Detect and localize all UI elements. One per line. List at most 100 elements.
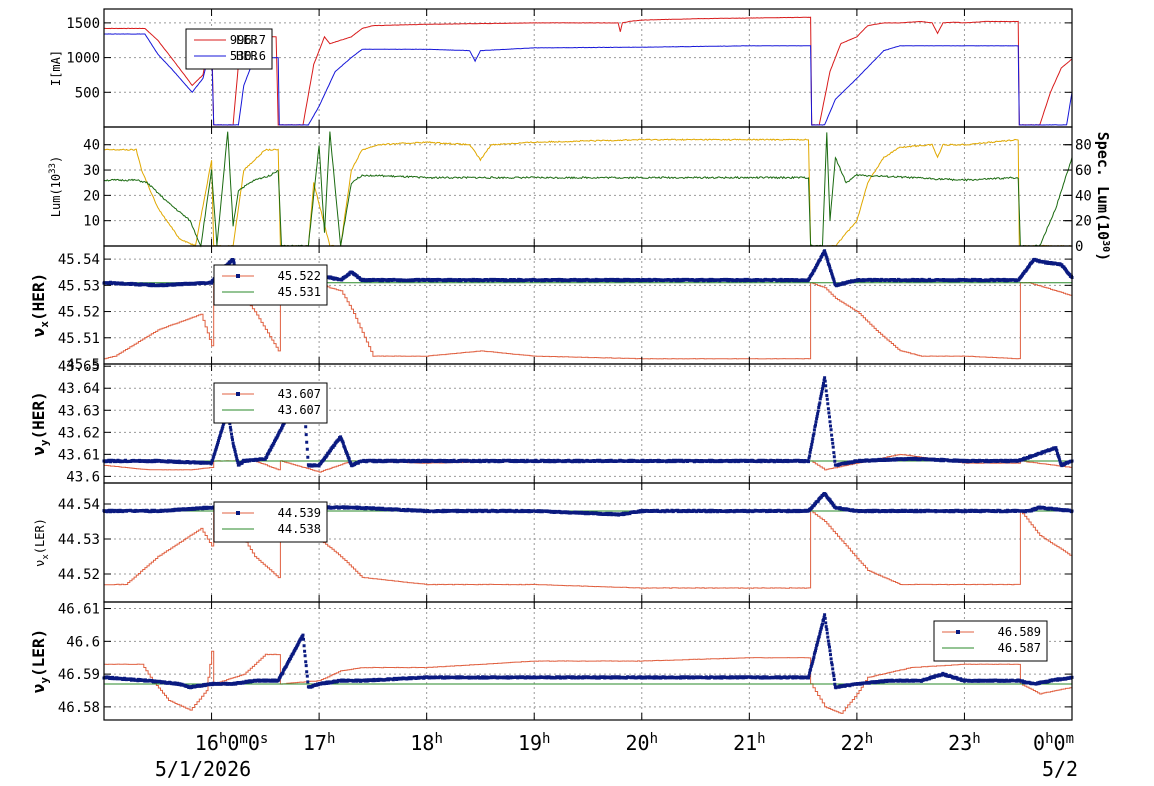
- legend-label: LER: [236, 33, 258, 47]
- x-tick-label-unit: h: [542, 731, 550, 747]
- y-axis-label: νy(LER): [29, 629, 51, 693]
- legend-value: 43.607: [278, 403, 321, 417]
- y-tick-label: 43.65: [58, 359, 100, 375]
- y-axis-label-symbol: ν: [33, 560, 47, 567]
- setpoint-line: [104, 650, 1073, 714]
- y-tick-label: 40: [83, 138, 100, 154]
- y2-axis-label: Spec. Lum(1030): [1094, 132, 1112, 261]
- x-tick-label-number: 0: [227, 731, 239, 755]
- setpoint-line: [104, 454, 1073, 473]
- y-tick-label: 45.54: [58, 252, 100, 268]
- x-tick-label-unit: m: [239, 731, 247, 747]
- y-tick-label: 500: [75, 85, 100, 101]
- y-axis-label: I[mA]: [49, 50, 63, 86]
- legend-box: [185, 28, 273, 70]
- y-tick-label: 20: [83, 188, 100, 204]
- x-tick-label-number: 19: [518, 731, 542, 755]
- x-tick-label-unit: h: [865, 731, 873, 747]
- legend-value: 530.6: [230, 49, 266, 63]
- y-tick-label: 46.6: [66, 634, 100, 650]
- x-tick-label-number: 18: [410, 731, 434, 755]
- legend: 45.522 45.531: [213, 264, 328, 306]
- legend-box: [933, 620, 1048, 662]
- y-axis-label-subscript: y: [38, 677, 51, 684]
- y2-axis-label-close: ): [1094, 252, 1112, 261]
- y2-tick-label: 60: [1075, 163, 1092, 179]
- x-tick-label-number: 16: [195, 731, 219, 755]
- y-tick-label: 1500: [66, 16, 100, 32]
- legend-marker: [956, 630, 960, 634]
- y-tick-label: 44.53: [58, 532, 100, 548]
- y-axis-label-symbol: ν: [29, 446, 48, 456]
- x-tick-label-number: 23: [948, 731, 972, 755]
- series-line-spec-lum: [103, 138, 1072, 247]
- y-tick-label: 44.52: [58, 567, 100, 583]
- y-tick-label: 44.54: [58, 497, 100, 513]
- x-tick-label: 21h: [733, 731, 766, 755]
- y-axis-label-close: ): [49, 156, 63, 163]
- y-tick-label: 43.64: [58, 381, 100, 397]
- legend-box: [213, 501, 328, 543]
- y-tick-label: 43.63: [58, 403, 100, 419]
- legend: 46.589 46.587: [933, 620, 1048, 662]
- y-axis-label-subscript: x: [38, 321, 51, 328]
- panel-frames: [103, 8, 1073, 721]
- measured-points: [102, 249, 1074, 288]
- y-tick-label: 30: [83, 163, 100, 179]
- y-tick-label: 43.62: [58, 425, 100, 441]
- x-tick-label-number: 0: [1033, 731, 1045, 755]
- y-tick-label: 1000: [66, 51, 100, 67]
- y-axis-label-symbol: ν: [29, 684, 48, 694]
- x-tick-label-number: 22: [841, 731, 865, 755]
- x-tick-label: 23h: [948, 731, 981, 755]
- y-tick-label: 43.6: [66, 469, 100, 485]
- x-tick-label-unit: h: [219, 731, 227, 747]
- legend-value: 45.522: [278, 269, 321, 283]
- axes-layer: 500 1000 1500 I[mA] 10 20 30 40 Lum(1033) 0 20 40 60…: [29, 9, 1112, 755]
- legend-value: 44.539: [278, 506, 321, 520]
- x-tick-label: 0h0m: [1033, 731, 1074, 755]
- y-axis-label-subscript: x: [41, 554, 51, 560]
- x-tick-label: 16h0m0s: [195, 731, 268, 755]
- legend-marker: [236, 274, 240, 278]
- legend-box: [213, 382, 328, 424]
- y-axis-label-base: Lum(10: [49, 174, 63, 217]
- y2-tick-label: 40: [1075, 188, 1092, 204]
- x-tick-label-number: 0: [248, 731, 260, 755]
- setpoint-line: [104, 506, 1073, 589]
- legend-value: 44.538: [278, 522, 321, 536]
- x-tick-label: 22h: [841, 731, 874, 755]
- measured-points: [102, 376, 1074, 468]
- legend-marker: [236, 511, 240, 515]
- legend-value: 43.607: [278, 387, 321, 401]
- y-tick-label: 45.51: [58, 331, 100, 347]
- y-tick-label: 45.5: [66, 357, 100, 373]
- y-tick-label: 45.53: [58, 278, 100, 294]
- date-left-label: 5/1/2026: [155, 757, 251, 781]
- x-tick-label: 17h: [303, 731, 336, 755]
- x-tick-label-unit: h: [434, 731, 442, 747]
- legend-marker: [236, 392, 240, 396]
- x-tick-label-unit: m: [1066, 731, 1074, 747]
- x-tick-label-unit: h: [757, 731, 765, 747]
- legend-value: 46.587: [998, 641, 1041, 655]
- y-axis-label-ring: (LER): [33, 518, 47, 554]
- y2-axis-label-base: Spec. Lum(10: [1094, 132, 1112, 240]
- data-layer: [102, 16, 1074, 714]
- y-axis-label-ring: (LER): [29, 629, 48, 677]
- legend-value: 46.589: [998, 625, 1041, 639]
- y-axis-label-exponent: 33: [48, 163, 58, 174]
- legend: 43.607 43.607: [213, 382, 328, 424]
- y-axis-label-symbol: ν: [29, 328, 48, 338]
- y-axis-label-ring: (HER): [29, 273, 48, 321]
- y-axis-label-ring: (HER): [29, 391, 48, 439]
- measured-points: [102, 613, 1074, 690]
- legend-box: [213, 264, 328, 306]
- y-tick-label: 45.52: [58, 305, 100, 321]
- y-axis-label: Lum(1033): [48, 156, 63, 217]
- x-tick-label-unit: h: [327, 731, 335, 747]
- y-tick-label: 46.61: [58, 602, 100, 618]
